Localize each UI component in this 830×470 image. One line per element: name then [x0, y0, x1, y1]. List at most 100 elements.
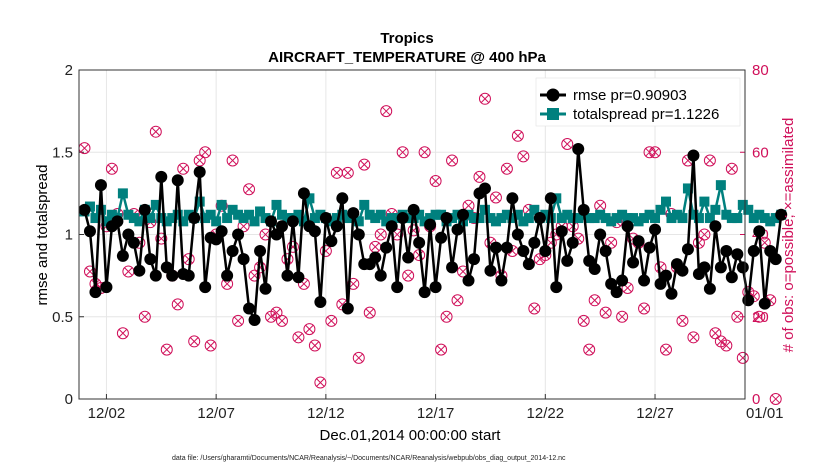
obs-point	[720, 339, 733, 352]
rmse-point	[155, 170, 168, 183]
obs-point	[769, 393, 782, 405]
totalspread-point	[595, 209, 606, 220]
totalspread-point	[244, 209, 255, 220]
rmse-point	[166, 269, 179, 282]
obs-point	[753, 310, 766, 323]
obs-point	[709, 327, 722, 340]
rmse-point	[440, 212, 453, 225]
y2-axis-label: # of obs: o=possible; ×=assimilated	[780, 118, 797, 353]
totalspread-point	[490, 216, 501, 227]
rmse-point	[660, 269, 673, 282]
totalspread-point	[145, 213, 156, 224]
rmse-point	[698, 261, 711, 274]
rmse-point	[506, 192, 519, 205]
rmse-point	[544, 192, 557, 205]
obs-point	[577, 314, 590, 327]
rmse-point	[325, 235, 338, 248]
rmse-point	[616, 274, 629, 287]
totalspread-point	[573, 213, 584, 224]
rmse-point	[522, 258, 535, 271]
totalspread-point	[512, 209, 523, 220]
totalspread-point	[710, 204, 721, 215]
totalspread-point	[172, 209, 183, 220]
totalspread-point	[315, 209, 326, 220]
rmse-point	[627, 256, 640, 269]
obs-point	[676, 314, 689, 327]
totalspread-point	[666, 213, 677, 224]
rmse-point	[138, 203, 151, 216]
totalspread-point	[507, 213, 518, 224]
rmse-point	[500, 241, 513, 254]
totalspread-point	[732, 213, 743, 224]
rmse-point	[193, 165, 206, 178]
x-tick-label: 12/12	[307, 405, 345, 422]
rmse-point	[489, 241, 502, 254]
obs-point	[517, 150, 530, 163]
obs-point	[660, 343, 673, 356]
rmse-point	[297, 187, 310, 200]
rmse-point	[572, 142, 585, 155]
y-axis-label: rmse and totalspread	[34, 165, 51, 306]
legend: rmse pr=0.90903 totalspread pr=1.1226	[535, 77, 741, 127]
obs-point	[638, 302, 651, 315]
totalspread-point	[101, 216, 112, 227]
obs-point	[160, 343, 173, 356]
totalspread-point	[150, 199, 161, 210]
rmse-point	[709, 220, 722, 233]
totalspread-point	[90, 213, 101, 224]
rmse-point	[286, 215, 299, 228]
rmse-point	[281, 269, 294, 282]
rmse-point	[594, 228, 607, 241]
totalspread-point	[167, 213, 178, 224]
rmse-point	[714, 261, 727, 274]
y-tick-label: 0.5	[52, 309, 73, 326]
rmse-point	[407, 203, 420, 216]
rmse-point	[533, 212, 546, 225]
obs-point	[292, 331, 305, 344]
rmse-point	[341, 302, 354, 315]
totalspread-point	[682, 183, 693, 194]
totalspread-point	[123, 209, 134, 220]
rmse-point	[275, 220, 288, 233]
rmse-point	[396, 212, 409, 225]
totalspread-point	[309, 213, 320, 224]
rmse-point	[402, 251, 415, 264]
legend-box	[535, 77, 741, 127]
totalspread-point	[759, 213, 770, 224]
totalspread-point	[200, 213, 211, 224]
obs-point	[687, 331, 700, 344]
rmse-point	[330, 220, 343, 233]
rmse-point	[336, 192, 349, 205]
footnote: data file: /Users/gharamti/Documents/NCA…	[172, 455, 566, 462]
totalspread-point	[134, 216, 145, 227]
y2-tick-label: 0	[752, 391, 760, 408]
obs-point	[418, 146, 431, 159]
obs-point	[308, 339, 321, 352]
rmse-point	[511, 228, 524, 241]
rmse-point	[610, 286, 623, 299]
rmse-point	[758, 297, 771, 310]
totalspread-point	[117, 188, 128, 199]
totalspread-point	[353, 216, 364, 227]
totalspread-point	[501, 209, 512, 220]
totalspread-point	[194, 196, 205, 207]
obs-point	[193, 154, 206, 167]
obs-point	[451, 294, 464, 307]
rmse-point	[467, 253, 480, 266]
totalspread-point	[529, 204, 540, 215]
obs-point	[583, 343, 596, 356]
totalspread-point	[222, 213, 233, 224]
rmse-point	[133, 264, 146, 277]
rmse-point	[265, 215, 278, 228]
obs-point	[561, 138, 574, 151]
obs-point	[446, 154, 459, 167]
obs-point	[731, 310, 744, 323]
obs-point	[325, 314, 338, 327]
rmse-point	[495, 274, 508, 287]
totalspread-point	[485, 213, 496, 224]
totalspread-point	[227, 204, 238, 215]
rmse-point	[127, 236, 140, 249]
obs-point	[138, 310, 151, 323]
totalspread-point	[754, 209, 765, 220]
